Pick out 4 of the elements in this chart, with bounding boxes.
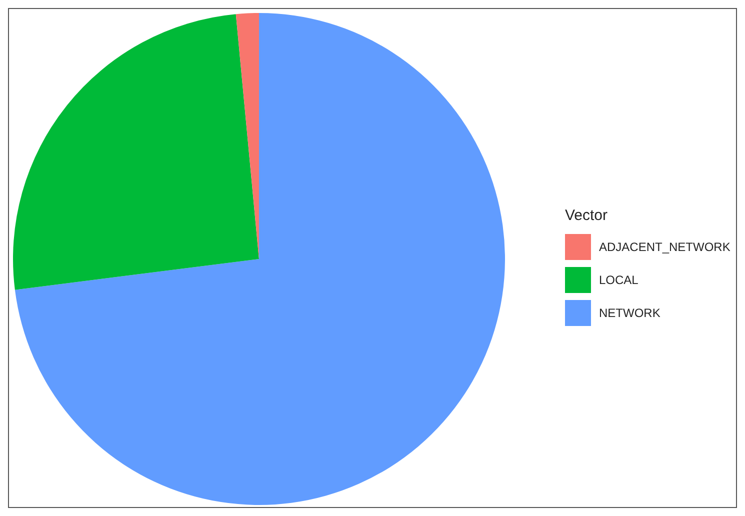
legend-label: ADJACENT_NETWORK <box>599 240 730 254</box>
legend-label: NETWORK <box>599 306 660 320</box>
legend-label: LOCAL <box>599 272 638 286</box>
legend-title: Vector <box>565 207 609 224</box>
